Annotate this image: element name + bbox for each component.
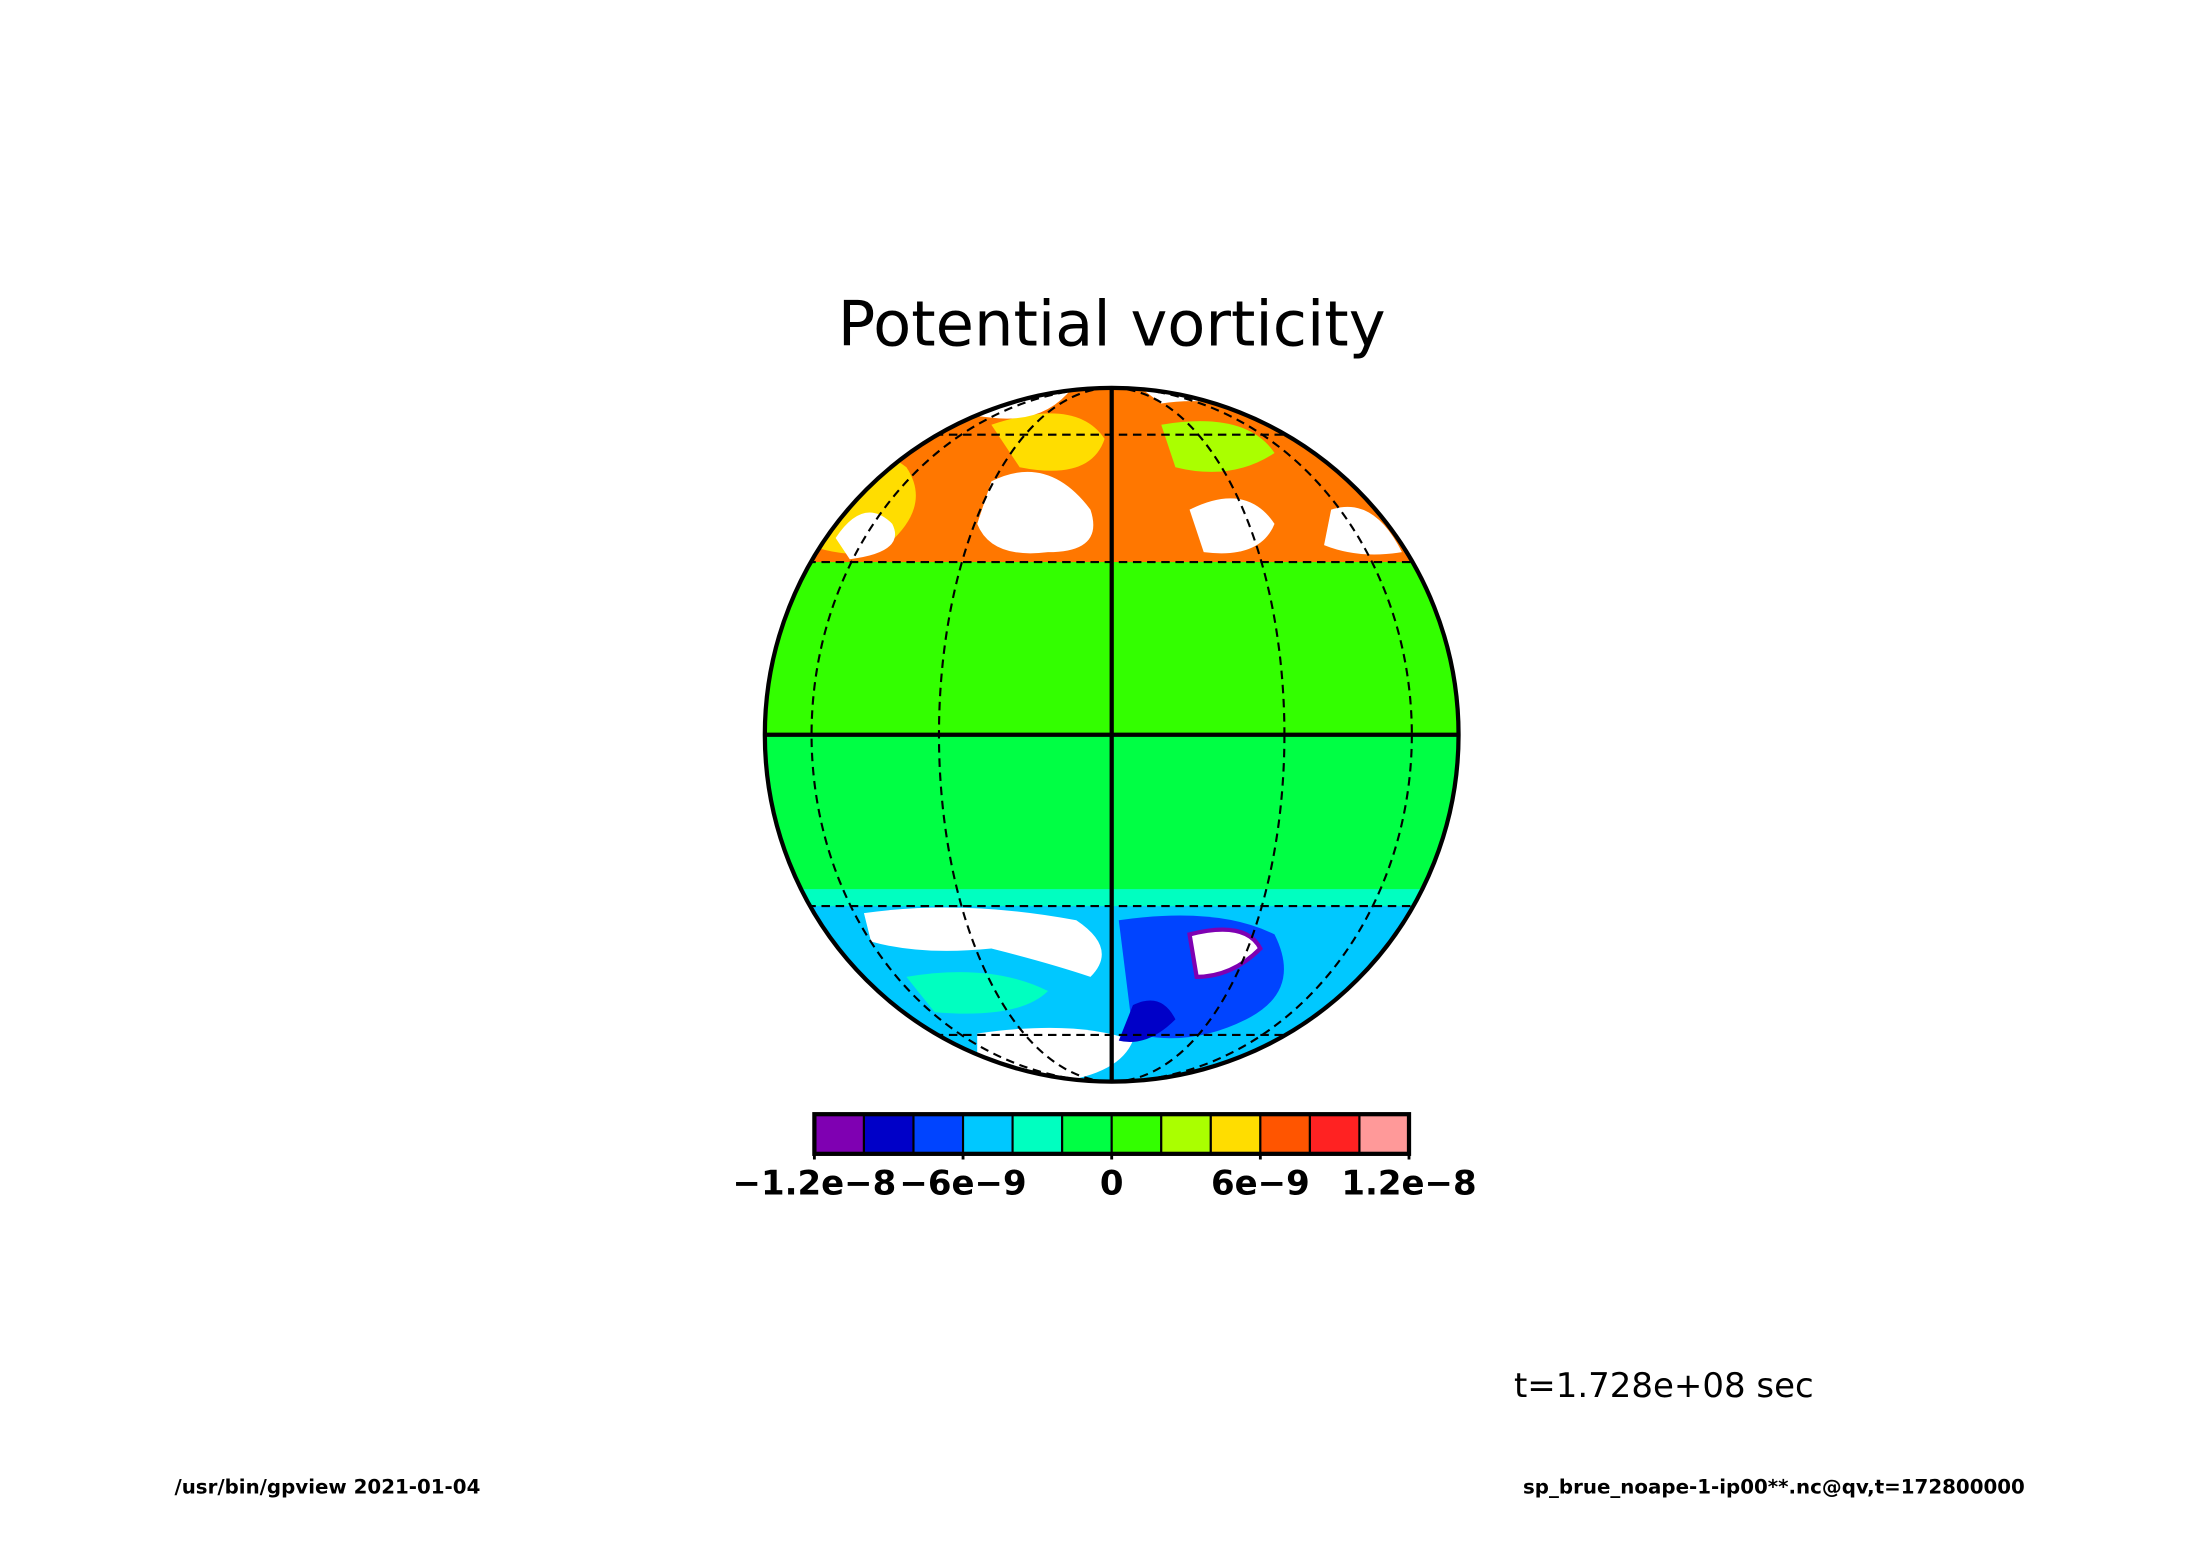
- colorbar-box: [1011, 1113, 1064, 1155]
- field-fill: [906, 972, 1048, 1014]
- footer-left: /usr/bin/gpview 2021-01-04: [174, 1475, 480, 1498]
- field-fill: [1189, 498, 1275, 554]
- annotation: t=1.728e+08 sec: [1514, 1366, 1814, 1406]
- colorbar-box: [1259, 1113, 1311, 1155]
- colorbar-box: [1110, 1113, 1163, 1155]
- colorbar-box: [1061, 1113, 1113, 1155]
- field-fill: [1187, 927, 1263, 979]
- colorbar-tick-label: −1.2e−8: [732, 1163, 896, 1203]
- colorbar-tick-label: 6e−9: [1211, 1163, 1310, 1203]
- colorbar-box: [862, 1113, 915, 1155]
- field-fill: [863, 907, 1102, 977]
- colorbar-box: [912, 1113, 965, 1155]
- field-fill: [1118, 1000, 1176, 1042]
- colorbar-box: [1308, 1113, 1361, 1155]
- colorbar: −1.2e−8 −6e−9 0 6e−9 1.2e−8: [732, 1112, 1477, 1203]
- colorbar-box: [961, 1113, 1014, 1155]
- footer-right: sp_brue_noape-1-ip00**.nc@qv,t=172800000: [1523, 1475, 2025, 1498]
- colorbar-tick-label: 0: [1100, 1163, 1124, 1203]
- chart-title: Potential vorticity: [838, 288, 1386, 361]
- colorbar-box: [1160, 1113, 1212, 1155]
- field-fill: [977, 471, 1094, 554]
- colorbar-box: [813, 1113, 866, 1155]
- colorbar-box: [1209, 1113, 1262, 1155]
- field-fill: [991, 413, 1105, 471]
- colorbar-tick-label: −6e−9: [899, 1163, 1026, 1203]
- colorbar-tick-label: 1.2e−8: [1341, 1163, 1476, 1203]
- globe-outline: [762, 385, 1461, 1084]
- colorbar-box: [1358, 1113, 1411, 1155]
- field-fill: [1324, 506, 1402, 555]
